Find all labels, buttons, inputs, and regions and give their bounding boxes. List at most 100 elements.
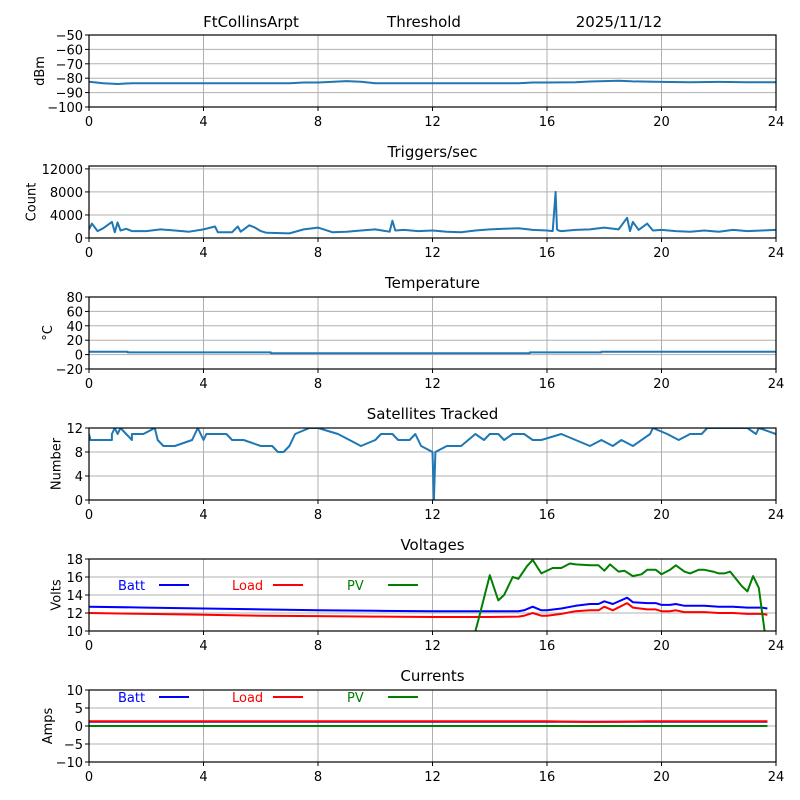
- mode-title: Threshold: [386, 13, 461, 31]
- series-group: [89, 559, 768, 631]
- y-tick-label: −10: [56, 756, 83, 771]
- x-tick-label: 4: [199, 639, 207, 654]
- y-tick-label: 8: [75, 446, 83, 461]
- panel-title: Temperature: [384, 274, 480, 292]
- station-title: FtCollinsArpt: [203, 13, 299, 31]
- x-tick-label: 4: [199, 115, 207, 130]
- y-tick-label: −50: [56, 29, 83, 44]
- series-line-satellites: [89, 428, 776, 500]
- y-tick-label: 12000: [42, 163, 83, 178]
- y-tick-label: −20: [56, 363, 83, 378]
- x-tick-label: 16: [539, 377, 556, 392]
- x-tick-label: 24: [768, 115, 785, 130]
- y-tick-label: −60: [56, 43, 83, 58]
- legend-label-pv: PV: [347, 579, 364, 594]
- x-tick-label: 12: [424, 639, 441, 654]
- series-line-threshold: [89, 79, 776, 85]
- y-tick-label: 80: [66, 291, 83, 306]
- x-tick-label: 12: [424, 508, 441, 523]
- series-group: [89, 190, 776, 235]
- series-line-temperature: [89, 350, 776, 355]
- y-tick-label: −100: [47, 101, 83, 116]
- series-group: [89, 720, 768, 727]
- y-tick-label: 18: [66, 553, 83, 568]
- x-tick-label: 8: [314, 246, 322, 261]
- x-tick-label: 4: [199, 508, 207, 523]
- x-tick-label: 4: [199, 246, 207, 261]
- panel-title: Triggers/sec: [387, 143, 478, 161]
- x-tick-label: 20: [653, 377, 670, 392]
- x-tick-label: 8: [314, 508, 322, 523]
- legend-label-pv: PV: [347, 691, 364, 706]
- y-tick-label: −5: [64, 738, 83, 753]
- y-tick-label: −90: [56, 87, 83, 102]
- y-tick-label: 60: [66, 305, 83, 320]
- x-tick-label: 8: [314, 115, 322, 130]
- x-tick-label: 20: [653, 246, 670, 261]
- series-line-load: [89, 720, 768, 723]
- x-tick-label: 0: [85, 246, 93, 261]
- y-tick-label: 0: [75, 494, 83, 509]
- x-tick-label: 8: [314, 639, 322, 654]
- x-tick-label: 24: [768, 770, 785, 785]
- x-tick-label: 12: [424, 115, 441, 130]
- x-tick-label: 12: [424, 770, 441, 785]
- panel-currents: 0 4 8 12 16 20 24 −10 −5 0 5 10 Currents Amps Batt Load…: [41, 667, 784, 785]
- x-tick-label: 0: [85, 115, 93, 130]
- y-axis-label: Amps: [41, 707, 56, 744]
- y-tick-label: 4: [75, 470, 83, 485]
- series-line-triggers: [89, 190, 776, 235]
- x-tick-label: 8: [314, 770, 322, 785]
- panel-triggers: 0 4 8 12 16 20 24 0 4000 8000 12000 Triggers/sec Cou…: [25, 143, 785, 261]
- y-tick-label: 0: [75, 720, 83, 735]
- x-tick-label: 4: [199, 770, 207, 785]
- y-axis-label: Number: [49, 437, 64, 490]
- series-line-load: [89, 602, 768, 618]
- y-axis-label: Count: [25, 183, 40, 222]
- y-tick-label: 10: [66, 684, 83, 699]
- panel-satellites: 0 4 8 12 16 20 24 0 4 8 12 Satellites Tracked Number: [49, 405, 784, 523]
- x-tick-label: 20: [653, 508, 670, 523]
- x-tick-label: 24: [768, 639, 785, 654]
- x-tick-label: 0: [85, 377, 93, 392]
- x-tick-label: 24: [768, 377, 785, 392]
- panel-title: Currents: [400, 667, 464, 685]
- panel-threshold: 0 4 8 12 16 20 24 −100−90−80−70−60−50 dBm: [33, 29, 784, 130]
- x-tick-label: 20: [653, 770, 670, 785]
- x-tick-label: 16: [539, 770, 556, 785]
- y-axis-label: °C: [41, 325, 56, 341]
- y-tick-label: −70: [56, 58, 83, 73]
- y-tick-label: 5: [75, 702, 83, 717]
- y-tick-label: 12: [66, 607, 83, 622]
- y-tick-label: 0: [75, 232, 83, 247]
- x-tick-label: 16: [539, 246, 556, 261]
- x-tick-label: 12: [424, 246, 441, 261]
- x-tick-label: 12: [424, 377, 441, 392]
- y-tick-label: 20: [66, 334, 83, 349]
- x-tick-label: 16: [539, 639, 556, 654]
- x-tick-label: 20: [653, 115, 670, 130]
- x-tick-label: 0: [85, 639, 93, 654]
- y-tick-label: 40: [66, 320, 83, 335]
- legend-label-batt: Batt: [118, 579, 145, 594]
- x-tick-label: 16: [539, 508, 556, 523]
- legend-label-batt: Batt: [118, 691, 145, 706]
- y-axis-label: Volts: [49, 579, 64, 611]
- y-tick-label: 14: [66, 589, 83, 604]
- series-group: [89, 79, 776, 85]
- panel-voltages: 0 4 8 12 16 20 24 10 12 14 16 18 Voltages Volts Batt Lo…: [49, 536, 784, 654]
- x-tick-label: 24: [768, 508, 785, 523]
- y-tick-label: 4000: [50, 209, 83, 224]
- x-tick-label: 8: [314, 377, 322, 392]
- panel-title: Satellites Tracked: [367, 405, 498, 423]
- x-tick-label: 16: [539, 115, 556, 130]
- series-group: [89, 428, 776, 500]
- panel-title: Voltages: [400, 536, 464, 554]
- x-tick-label: 24: [768, 246, 785, 261]
- y-tick-label: −80: [56, 72, 83, 87]
- x-tick-label: 20: [653, 639, 670, 654]
- date-title: 2025/11/12: [576, 13, 662, 31]
- y-tick-label: 10: [66, 625, 83, 640]
